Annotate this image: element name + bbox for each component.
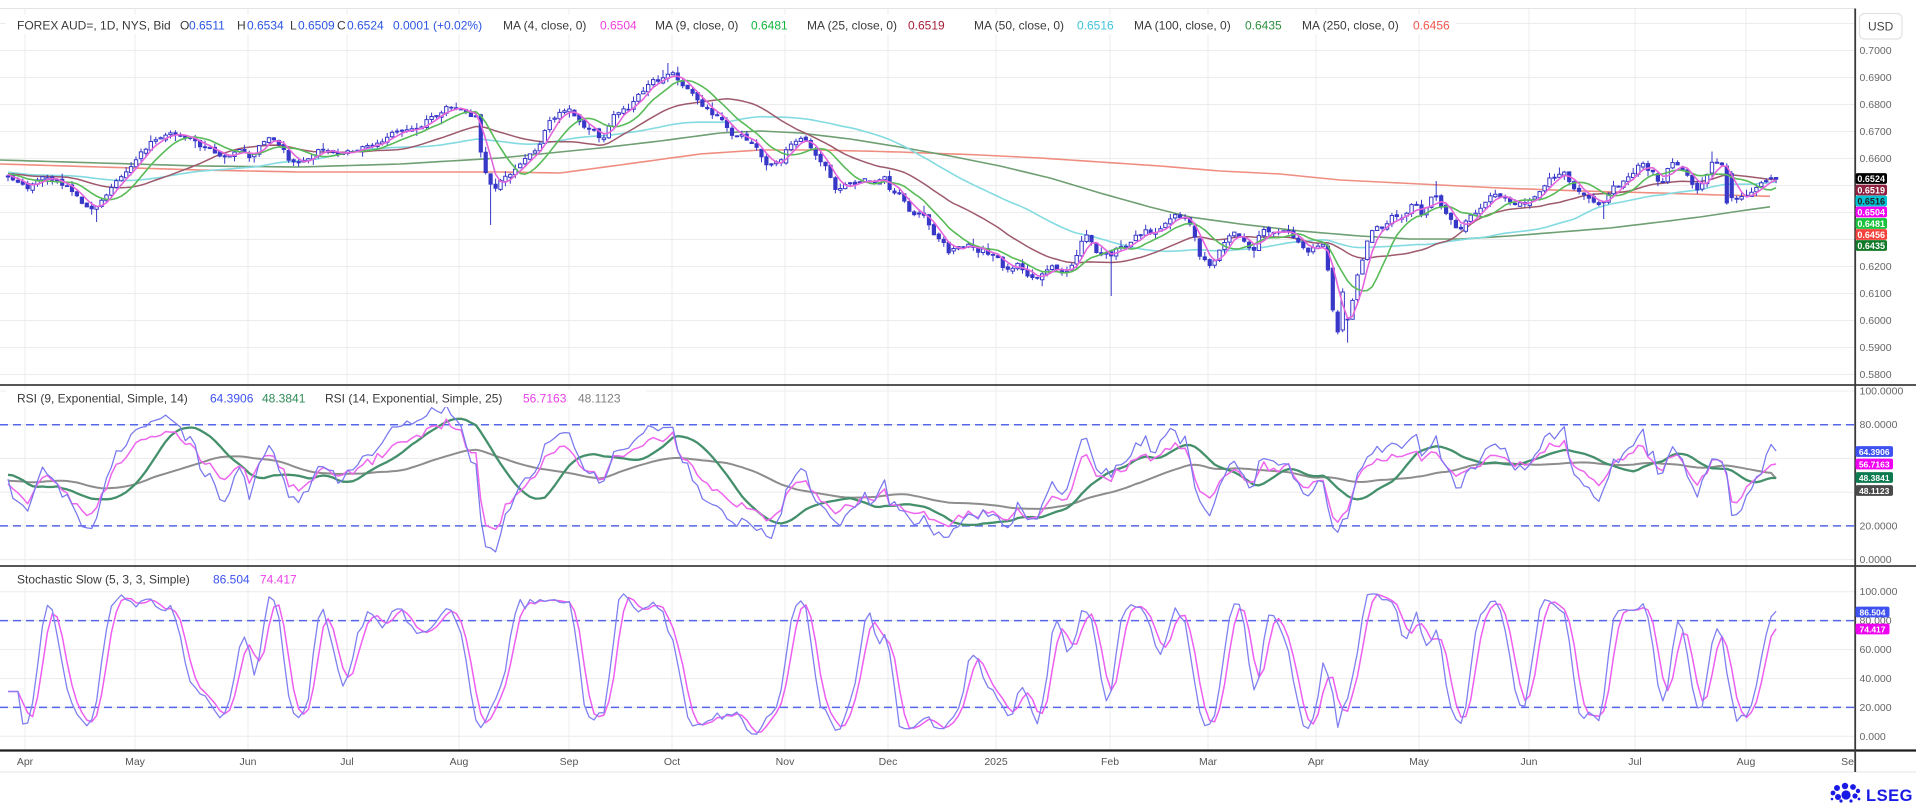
svg-text:RSI (14, Exponential, Simple,: RSI (14, Exponential, Simple, 25): [325, 392, 502, 406]
svg-text:May: May: [125, 756, 146, 768]
svg-text:Mar: Mar: [1199, 756, 1218, 768]
svg-text:0.6600: 0.6600: [1860, 153, 1892, 165]
svg-text:0.6000: 0.6000: [1860, 315, 1892, 327]
svg-text:40.000: 40.000: [1860, 673, 1892, 685]
svg-text:LSEG: LSEG: [1866, 787, 1913, 803]
svg-text:0.0001 (+0.02%): 0.0001 (+0.02%): [393, 19, 482, 33]
svg-text:Jul: Jul: [340, 756, 353, 768]
svg-text:MA (4, close, 0): MA (4, close, 0): [503, 19, 586, 33]
svg-text:H: H: [237, 19, 246, 33]
svg-text:Apr: Apr: [17, 756, 34, 768]
svg-text:Jun: Jun: [1521, 756, 1538, 768]
svg-text:Dec: Dec: [879, 756, 898, 768]
svg-text:0.6524: 0.6524: [1857, 174, 1885, 184]
svg-text:56.7163: 56.7163: [1859, 459, 1890, 469]
svg-text:Aug: Aug: [450, 756, 469, 768]
svg-text:Aug: Aug: [1737, 756, 1756, 768]
svg-text:86.504: 86.504: [1860, 607, 1886, 617]
svg-text:C: C: [337, 19, 346, 33]
svg-text:0.6481: 0.6481: [1857, 219, 1885, 229]
svg-text:0.6509: 0.6509: [298, 19, 335, 33]
svg-text:48.3841: 48.3841: [1859, 473, 1890, 483]
svg-text:0.6800: 0.6800: [1860, 99, 1892, 111]
svg-text:0.6519: 0.6519: [908, 19, 945, 33]
svg-text:0.6516: 0.6516: [1857, 196, 1885, 206]
svg-text:Jun: Jun: [240, 756, 257, 768]
svg-text:0.6100: 0.6100: [1860, 288, 1892, 300]
svg-text:0.6504: 0.6504: [1857, 207, 1885, 217]
svg-text:Se: Se: [1841, 756, 1854, 768]
svg-text:74.417: 74.417: [260, 573, 297, 587]
svg-text:0.7000: 0.7000: [1860, 45, 1892, 57]
svg-text:80.0000: 80.0000: [1860, 419, 1898, 431]
svg-text:100.000: 100.000: [1860, 586, 1898, 598]
svg-text:60.000: 60.000: [1860, 644, 1892, 656]
svg-text:0.5900: 0.5900: [1860, 342, 1892, 354]
svg-text:RSI (9, Exponential, Simple, 1: RSI (9, Exponential, Simple, 14): [17, 392, 188, 406]
svg-text:0.000: 0.000: [1860, 731, 1886, 743]
svg-text:20.0000: 20.0000: [1860, 520, 1898, 532]
svg-text:Oct: Oct: [664, 756, 680, 768]
svg-text:0.6516: 0.6516: [1077, 19, 1114, 33]
svg-text:86.504: 86.504: [213, 573, 250, 587]
svg-text:0.5800: 0.5800: [1860, 369, 1892, 381]
svg-text:0.6511: 0.6511: [189, 19, 225, 33]
svg-text:56.7163: 56.7163: [523, 392, 567, 406]
svg-text:0.6524: 0.6524: [347, 19, 384, 33]
svg-text:Jul: Jul: [1628, 756, 1641, 768]
svg-text:MA (25, close, 0): MA (25, close, 0): [807, 19, 897, 33]
svg-text:USD: USD: [1868, 20, 1894, 34]
svg-text:0.6504: 0.6504: [600, 19, 637, 33]
svg-text:0.6519: 0.6519: [1857, 185, 1885, 195]
svg-text:0.6200: 0.6200: [1860, 261, 1892, 273]
svg-text:0.6481: 0.6481: [751, 19, 788, 33]
svg-text:MA (9, close, 0): MA (9, close, 0): [655, 19, 738, 33]
svg-text:48.3841: 48.3841: [262, 392, 306, 406]
svg-text:0.6456: 0.6456: [1857, 230, 1885, 240]
svg-text:Stochastic Slow (5, 3, 3, Simp: Stochastic Slow (5, 3, 3, Simple): [17, 573, 190, 587]
svg-text:MA (250, close, 0): MA (250, close, 0): [1302, 19, 1399, 33]
svg-text:0.6435: 0.6435: [1245, 19, 1282, 33]
svg-text:L: L: [290, 19, 297, 33]
svg-text:0.6900: 0.6900: [1860, 72, 1892, 84]
svg-text:O: O: [180, 19, 189, 33]
svg-text:74.417: 74.417: [1860, 624, 1886, 634]
svg-text:Apr: Apr: [1308, 756, 1325, 768]
svg-text:48.1123: 48.1123: [1859, 486, 1890, 496]
svg-text:2025: 2025: [984, 756, 1008, 768]
svg-text:MA (100, close, 0): MA (100, close, 0): [1134, 19, 1231, 33]
svg-text:64.3906: 64.3906: [1859, 447, 1890, 457]
svg-text:100.0000: 100.0000: [1860, 386, 1904, 398]
svg-text:Sep: Sep: [560, 756, 579, 768]
svg-text:May: May: [1409, 756, 1430, 768]
svg-text:MA (50, close, 0): MA (50, close, 0): [974, 19, 1064, 33]
svg-text:0.6435: 0.6435: [1857, 241, 1885, 251]
svg-text:20.000: 20.000: [1860, 702, 1892, 714]
svg-text:Feb: Feb: [1101, 756, 1119, 768]
svg-text:0.0000: 0.0000: [1860, 554, 1892, 566]
svg-text:FOREX AUD=, 1D, NYS, Bid: FOREX AUD=, 1D, NYS, Bid: [17, 19, 171, 33]
svg-text:Nov: Nov: [776, 756, 795, 768]
svg-text:64.3906: 64.3906: [210, 392, 254, 406]
svg-text:0.6456: 0.6456: [1413, 19, 1450, 33]
svg-text:48.1123: 48.1123: [578, 392, 621, 406]
svg-text:0.6700: 0.6700: [1860, 126, 1892, 138]
svg-text:0.6534: 0.6534: [247, 19, 284, 33]
